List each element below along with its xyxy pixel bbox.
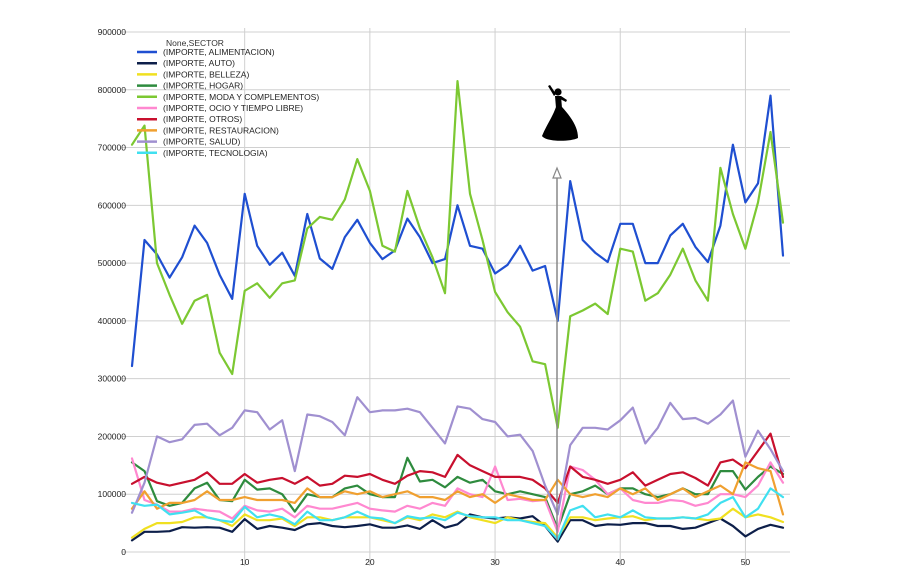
legend-label: (IMPORTE, OCIO Y TIEMPO LIBRE) [163, 103, 303, 113]
dancer-icon [542, 85, 578, 141]
series-line [130, 396, 785, 516]
x-tick-label: 40 [616, 557, 626, 566]
y-axis-ticks: 0 100000 200000 300000 400000 500000 600000 700… [98, 27, 127, 557]
legend-label: (IMPORTE, OTROS) [163, 114, 242, 124]
legend-label: (IMPORTE, SALUD) [163, 137, 240, 147]
y-tick-label: 800000 [98, 85, 127, 95]
series-line [130, 432, 785, 504]
series-lines [130, 79, 785, 543]
y-tick-label: 100000 [98, 489, 127, 499]
y-tick-label: 400000 [98, 316, 127, 326]
legend-title: None,SECTOR [166, 38, 224, 48]
series-line [130, 487, 785, 541]
y-tick-label: 600000 [98, 200, 127, 210]
legend: None,SECTOR (IMPORTE, ALIMENTACION)(IMPO… [137, 38, 319, 158]
x-tick-label: 20 [365, 557, 375, 566]
legend-label: (IMPORTE, BELLEZA) [163, 69, 249, 79]
legend-label: (IMPORTE, TECNOLOGIA) [163, 148, 268, 158]
x-tick-label: 30 [490, 557, 500, 566]
y-tick-label: 700000 [98, 143, 127, 153]
x-tick-label: 50 [741, 557, 751, 566]
legend-label: (IMPORTE, ALIMENTACION) [163, 47, 275, 57]
series-line [130, 513, 785, 543]
y-tick-label: 900000 [98, 27, 127, 37]
series-line [130, 94, 785, 368]
y-tick-label: 200000 [98, 431, 127, 441]
series-line [130, 461, 785, 516]
x-axis-ticks: 10 20 30 40 50 [240, 557, 751, 567]
series-line [130, 457, 785, 533]
legend-label: (IMPORTE, HOGAR) [163, 81, 243, 91]
y-tick-label: 0 [121, 547, 126, 557]
annotation [542, 85, 578, 540]
y-tick-label: 500000 [98, 258, 127, 268]
x-tick-label: 10 [240, 557, 250, 566]
legend-label: (IMPORTE, MODA Y COMPLEMENTOS) [163, 92, 319, 102]
series-line [130, 79, 785, 429]
annotation-arrow-head [552, 166, 562, 179]
legend-label: (IMPORTE, RESTAURACION) [163, 125, 279, 135]
y-tick-label: 300000 [98, 374, 127, 384]
legend-label: (IMPORTE, AUTO) [163, 58, 235, 68]
